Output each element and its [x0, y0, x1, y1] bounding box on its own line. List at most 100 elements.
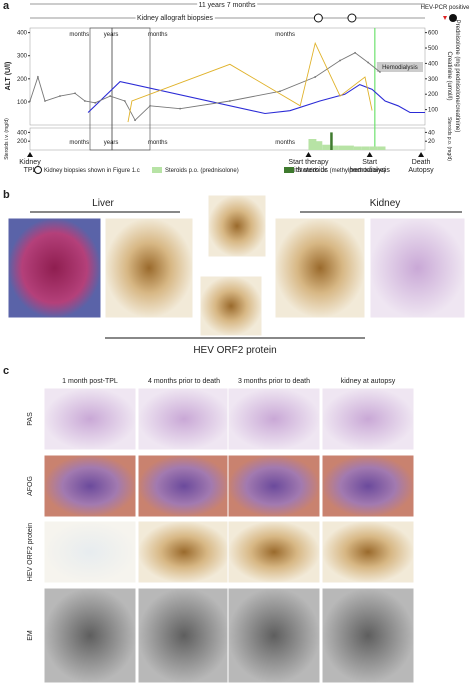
segment-label: months: [275, 140, 295, 146]
micrograph: [321, 387, 415, 451]
event-marker: [366, 152, 373, 157]
event-label-line: TPL: [24, 167, 37, 174]
series-line: [87, 80, 425, 115]
micrograph: [227, 387, 321, 451]
row-label: EM: [27, 630, 34, 641]
biopsy-marker-black: [449, 14, 457, 22]
y2-tick-label: 100: [428, 108, 439, 114]
micrograph: [43, 587, 137, 684]
steroid-tick-label: 200: [17, 139, 28, 145]
micrograph: [321, 520, 415, 584]
micrograph: [137, 520, 231, 584]
segment-label: months: [69, 32, 89, 38]
series-vertex: [29, 100, 31, 102]
steroid-y2-tick-label: 20: [428, 139, 435, 145]
segment-label: months: [275, 32, 295, 38]
series-vertex: [123, 100, 126, 102]
event-label-line: with steroids: [288, 167, 328, 174]
column-label: 1 month post-TPL: [62, 378, 118, 385]
event-label-line: Start therapy: [288, 159, 329, 166]
legend-circle: [34, 166, 42, 174]
row-label: HEV ORF2 protein: [27, 523, 34, 581]
series-vertex: [314, 76, 317, 78]
micrograph: [137, 587, 231, 684]
hev-label: HEV ORF2 protein: [193, 345, 276, 356]
po-bar: [369, 146, 378, 150]
y2-tick-label: 200: [428, 92, 439, 98]
y2-tick-label: 500: [428, 46, 439, 52]
y-tick-label: 200: [17, 77, 28, 83]
event-marker: [418, 152, 425, 157]
biopsy-label: Kidney allograft biopsies: [137, 15, 213, 22]
micrograph: [104, 217, 194, 319]
micrograph: [207, 194, 267, 258]
segment-label: years: [104, 32, 119, 38]
micrograph: [7, 217, 102, 319]
micrograph: [43, 454, 137, 518]
y-tick-label: 100: [17, 100, 28, 106]
series-vertex: [134, 119, 136, 122]
event-label-line: Death: [412, 159, 431, 166]
hemodialysis-box: [376, 62, 423, 72]
series-vertex: [149, 104, 151, 107]
event-label: Kidney TPL: [19, 159, 41, 174]
column-label: kidney at autopsy: [341, 378, 396, 385]
event-label: Start hemodialysis: [349, 159, 390, 174]
event-label-line: Start: [362, 159, 377, 166]
event-label-line: hemodialysis: [349, 167, 390, 174]
y2-tick-label: 600: [428, 31, 439, 37]
steroid-frame: [29, 127, 426, 151]
event-label: Death Autopsy: [408, 159, 434, 174]
micrograph: [43, 520, 137, 584]
micrograph: [199, 275, 263, 337]
po-bar: [346, 145, 354, 150]
panel-label: c: [3, 365, 9, 377]
series-vertex: [179, 107, 182, 110]
iv-bar: [330, 132, 333, 150]
steroid-y2-tick-label: 40: [428, 130, 435, 136]
series-vertex: [74, 92, 76, 95]
series-vertex: [44, 100, 46, 102]
micrograph: [227, 454, 321, 518]
micrograph: [321, 454, 415, 518]
micrograph: [274, 217, 366, 319]
po-bar: [322, 144, 331, 150]
event-label: Start therapy with steroids: [288, 159, 329, 174]
micrograph: [321, 587, 415, 684]
series-line: [127, 41, 373, 123]
micrograph: [227, 587, 321, 684]
biopsy-marker: [313, 13, 323, 23]
legend-text: Steroids i.v. (methylprednisolone): [297, 168, 386, 174]
y-tick-label: 300: [17, 54, 28, 60]
event-marker: [305, 152, 312, 157]
po-bar: [361, 146, 370, 150]
micrograph: [137, 454, 231, 518]
months-box: [111, 27, 151, 151]
steroid-y2-label: Steroids p.o. (mg/d): [446, 117, 452, 161]
series-line: [29, 52, 381, 121]
po-bar: [308, 139, 317, 150]
column-label: 3 months prior to death: [238, 378, 310, 385]
micrograph: [43, 387, 137, 451]
kidney-label: Kidney: [370, 198, 401, 209]
series-vertex: [109, 95, 112, 97]
segment-label: months: [148, 140, 168, 146]
series-vertex: [354, 51, 356, 54]
series-vertex: [94, 101, 97, 104]
panel-label: a: [3, 0, 10, 12]
liver-label: Liver: [92, 198, 114, 209]
hev-triangle: [443, 16, 447, 20]
segment-label: months: [148, 32, 168, 38]
y2-tick-label: 400: [428, 61, 439, 67]
series-vertex: [37, 76, 39, 78]
timeline-label: 11 years 7 months: [198, 2, 256, 9]
row-label: AFOG: [27, 476, 34, 496]
micrograph: [227, 520, 321, 584]
event-label-line: Kidney: [19, 159, 41, 166]
hemodialysis-label: Hemodialysis: [382, 65, 418, 71]
segment-label: years: [104, 140, 119, 146]
legend-po: [152, 167, 162, 173]
segment-label: months: [69, 140, 89, 146]
y2-axis-label: Creatinine (umol/l): [446, 51, 452, 100]
y3-axis-label: Prednisolone (mg prednisolone/creatinine…: [454, 20, 460, 133]
